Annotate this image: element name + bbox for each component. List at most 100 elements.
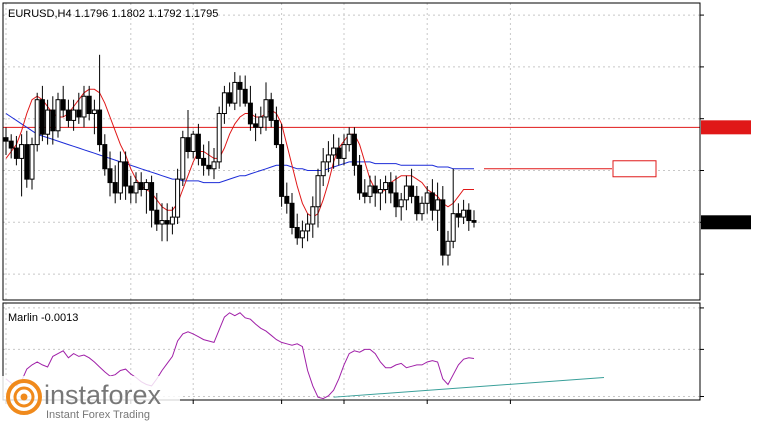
- candle-body-up: [331, 147, 337, 156]
- candle-body-down: [372, 185, 378, 194]
- candle-body-up: [424, 192, 430, 204]
- candle-body-up: [143, 182, 149, 190]
- candle-body-down: [284, 195, 290, 204]
- logo-brand: instaforex: [44, 380, 162, 410]
- candle-body-up: [55, 99, 61, 132]
- oscillator-line: [5, 312, 475, 400]
- instaforex-logo: instaforex Instant Forex Trading: [0, 376, 180, 423]
- candle-body-down: [242, 88, 248, 104]
- candle-body-up: [383, 182, 389, 190]
- logo-tagline: Instant Forex Trading: [46, 409, 150, 421]
- candle-body-up: [29, 144, 35, 180]
- candle-body-down: [138, 182, 144, 190]
- axes: [5, 14, 751, 404]
- candle-body-up: [310, 206, 316, 225]
- oscillator-pane-frame: [2, 302, 701, 401]
- candle-body-down: [237, 81, 243, 90]
- candle-body-down: [195, 133, 201, 159]
- candle-body-up: [419, 202, 425, 215]
- candle-body-down: [102, 144, 108, 170]
- candle-body-down: [128, 185, 134, 194]
- candle-body-down: [247, 102, 253, 125]
- candle-body-up: [461, 209, 467, 218]
- ma-slow-line: [5, 113, 474, 184]
- level-callout-box-1826: [612, 160, 657, 178]
- candle-body-up: [19, 144, 25, 159]
- candle-body-up: [315, 175, 321, 208]
- candle-body-down: [388, 182, 394, 194]
- candle-body-down: [8, 140, 14, 149]
- candle-body-up: [211, 161, 217, 170]
- candle-body-down: [268, 99, 274, 121]
- candle-body-down: [65, 109, 71, 121]
- candle-body-up: [258, 116, 264, 128]
- candle-body-down: [289, 202, 295, 228]
- candle-body-down: [13, 147, 19, 159]
- candle-body-down: [97, 109, 103, 146]
- candle-body-up: [71, 109, 77, 121]
- candle-body-up: [305, 223, 311, 232]
- candle-body-up: [175, 178, 181, 218]
- candle-body-down: [362, 192, 368, 197]
- candle-body-down: [409, 185, 415, 197]
- candle-body-up: [403, 185, 409, 201]
- candle-body-down: [201, 157, 207, 166]
- candle-body-down: [123, 161, 129, 187]
- candle-body-down: [336, 147, 342, 159]
- candle-body-up: [216, 113, 222, 163]
- price-levels: [3, 120, 751, 178]
- candle-body-down: [471, 220, 477, 223]
- candle-body-down: [429, 192, 435, 211]
- candle-body-up: [263, 99, 269, 118]
- candle-body-up: [169, 216, 175, 225]
- candle-body-down: [164, 220, 170, 225]
- candle-body-down: [351, 133, 357, 166]
- candle-body-down: [393, 192, 399, 208]
- candle-body-down: [466, 209, 472, 222]
- candle-body-down: [154, 209, 160, 225]
- candle-body-down: [294, 226, 300, 239]
- candle-body-down: [185, 137, 191, 153]
- candle-body-up: [299, 230, 305, 239]
- candle-body-down: [414, 195, 420, 215]
- candle-body-down: [76, 109, 82, 118]
- candle-body-up: [45, 109, 51, 135]
- candle-body-up: [325, 154, 331, 163]
- candle-body-down: [279, 144, 285, 197]
- price-pane-frame: [2, 2, 701, 301]
- candle-body-down: [60, 99, 66, 111]
- candle-body-down: [227, 92, 233, 104]
- candle-body-down: [24, 144, 30, 180]
- candle-body-up: [34, 99, 40, 146]
- candle-body-down: [253, 123, 259, 128]
- candle-body-down: [357, 164, 363, 194]
- candle-body-down: [86, 95, 92, 115]
- candle-body-down: [107, 168, 113, 184]
- candle-body-up: [180, 137, 186, 180]
- candle-body-up: [221, 92, 227, 115]
- candle-body-down: [149, 182, 155, 211]
- candle-body-up: [81, 95, 87, 118]
- oscillator: [5, 312, 605, 400]
- candle-body-down: [273, 119, 279, 146]
- level-price-box-1850: [701, 120, 751, 135]
- candle-body-up: [133, 182, 139, 194]
- candle-body-down: [455, 213, 461, 218]
- candle-body-down: [440, 199, 446, 256]
- candle-body-up: [320, 161, 326, 177]
- candle-body-down: [50, 109, 56, 132]
- oscillator-trendline: [333, 377, 605, 398]
- symbol-header: EURUSD,H4 1.1796 1.1802 1.1792 1.1795: [8, 8, 218, 20]
- candle-body-up: [445, 240, 451, 256]
- candle-body-up: [159, 220, 165, 225]
- candle-body-up: [346, 133, 352, 146]
- candle-body-down: [206, 164, 212, 170]
- candle-body-up: [435, 199, 441, 211]
- candle-body-up: [117, 161, 123, 194]
- candle-body-up: [341, 144, 347, 159]
- oscillator-header: Marlin -0.0013: [8, 312, 78, 324]
- logo-swirl-icon: [6, 379, 42, 415]
- candle-body-up: [398, 199, 404, 208]
